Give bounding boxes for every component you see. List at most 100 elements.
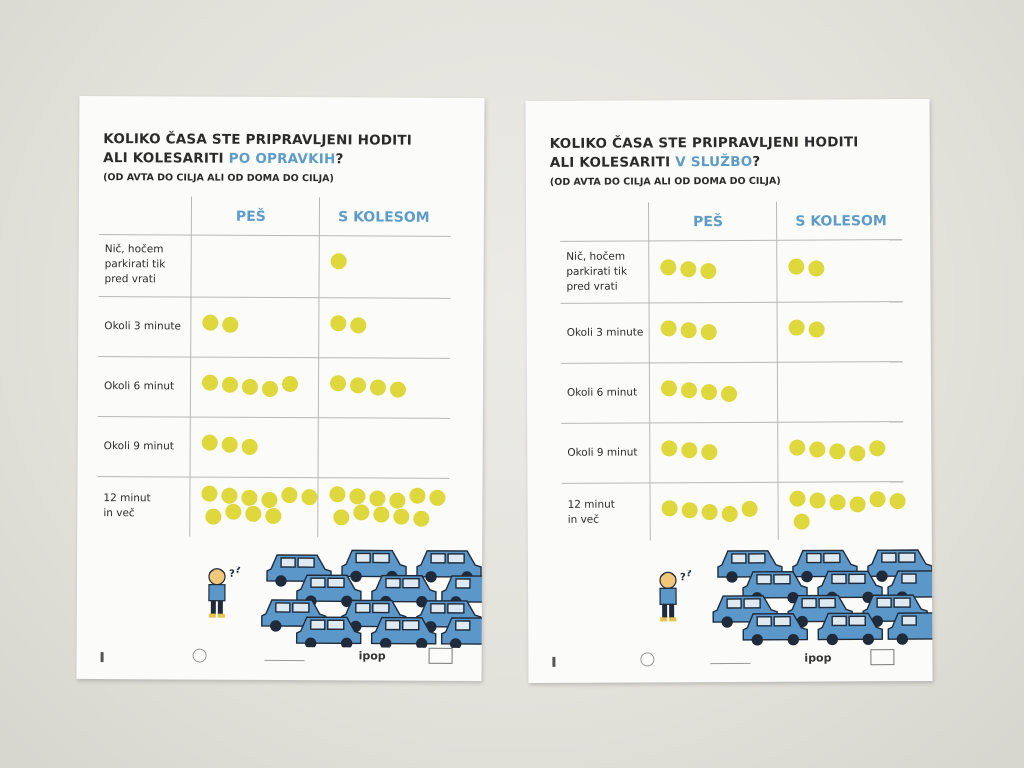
vote-dot: [829, 494, 846, 511]
vote-dot: [261, 491, 278, 508]
vote-dot: [809, 441, 826, 458]
ministry-logo: [552, 656, 593, 667]
vote-dot: [221, 487, 238, 504]
grid-line-h: [561, 481, 904, 484]
vote-dot: [281, 487, 298, 504]
col-walk-header: PEŠ: [235, 208, 266, 225]
vote-dot: [222, 316, 239, 333]
vote-dot: [660, 380, 678, 397]
vote-dot: [281, 376, 299, 393]
row-label-line: Okoli 6 minut: [103, 379, 175, 392]
vote-dot: [265, 507, 282, 525]
grid-line-h: [560, 301, 903, 304]
vote-dot: [788, 258, 805, 275]
vote-dot: [661, 440, 678, 457]
vote-dot: [353, 504, 370, 521]
row-label-line: Okoli 9 minut: [567, 445, 638, 459]
vote-dot: [741, 500, 758, 517]
municipality-logo: [192, 648, 207, 663]
vote-dot: [221, 436, 238, 453]
vote-dot: [849, 445, 866, 462]
vote-dot: [720, 385, 738, 403]
row-label: 12 minut in več: [568, 498, 615, 528]
poster-left: KOLIKO ČASA STE PRIPRAVLJENI HODITI ALI …: [76, 95, 485, 682]
vote-dot: [701, 444, 718, 461]
kralur-logo: [264, 650, 305, 662]
row-label-line: Okoli 3 minute: [104, 319, 181, 332]
vote-dot: [429, 489, 446, 506]
vote-dot: [369, 379, 387, 396]
row-label: Nič, hočem parkirati tik pred vrati: [566, 249, 627, 294]
vote-dot: [700, 384, 718, 401]
row-label-line: 12 minut: [103, 492, 151, 505]
row-label: Okoli 6 minut: [104, 379, 174, 394]
grid-line-v: [317, 197, 321, 538]
grid-line-v: [776, 201, 779, 540]
row-label: 12 minut in več: [103, 491, 150, 521]
vote-dot: [681, 442, 698, 459]
vote-dot: [869, 491, 886, 508]
vote-dot: [245, 505, 262, 522]
vote-dot: [241, 378, 259, 395]
vote-dot: [700, 263, 717, 280]
row-label-line: 12 minut: [567, 498, 615, 511]
vote-dot: [889, 493, 906, 510]
row-label-line: parkirati tik: [104, 257, 166, 270]
municipality-logo: [640, 652, 655, 667]
col-bike-header: S KOLESOM: [795, 213, 887, 230]
vote-dot: [869, 440, 886, 457]
vote-dot: [301, 489, 318, 506]
vote-dot: [829, 443, 846, 460]
vote-dot: [409, 487, 426, 504]
vote-dot: [373, 506, 390, 523]
row-label: Okoli 6 minut: [567, 385, 637, 400]
vote-dot: [393, 508, 410, 525]
vote-dot: [661, 500, 678, 517]
poster-right: KOLIKO ČASA STE PRIPRAVLJENI HODITI ALI …: [525, 98, 933, 684]
vote-dot: [680, 382, 698, 399]
vote-dot: [808, 321, 825, 338]
vote-dot: [849, 496, 866, 513]
ministry-logo: [100, 652, 141, 663]
cars-illustration: [712, 549, 933, 646]
vote-dot: [329, 375, 347, 392]
vote-dot: [789, 490, 806, 507]
row-label: Nič, hočem parkirati tik pred vrati: [105, 242, 166, 287]
project-logo: [870, 649, 895, 666]
vote-dot: [330, 253, 347, 270]
grid-line-v: [189, 196, 193, 537]
vote-dot: [660, 259, 677, 276]
row-label-line: Okoli 3 minute: [566, 325, 644, 339]
row-label-line: pred vrati: [104, 272, 156, 285]
row-label-line: Nič, hočem: [566, 250, 626, 263]
grid-line-h: [97, 476, 450, 479]
vote-dot: [205, 508, 222, 525]
vote-dot: [701, 504, 718, 521]
kid-illustration: ? ?: [659, 570, 692, 622]
vote-dot: [202, 314, 219, 331]
vote-dot: [808, 260, 825, 277]
grid-line-h: [98, 356, 451, 359]
row-label-line: Nič, hočem: [104, 242, 164, 255]
grid-line-v: [648, 202, 651, 541]
ipop-logo: ipop: [358, 649, 386, 663]
sponsor-logos: ipop: [77, 644, 482, 676]
vote-dot: [680, 322, 697, 339]
project-logo: [428, 647, 453, 664]
vote-dot: [349, 377, 367, 394]
row-label: Okoli 3 minute: [567, 325, 644, 340]
vote-dot: [789, 439, 806, 456]
grid-line-h: [561, 421, 904, 424]
vote-dot: [333, 509, 350, 526]
vote-dot: [241, 438, 258, 455]
kid-question-mark: ?: [680, 572, 686, 583]
row-label-line: parkirati tik: [566, 265, 628, 278]
vote-dot: [413, 510, 430, 527]
grid-line-h: [560, 239, 903, 242]
vote-dot: [809, 492, 826, 509]
row-label-line: Okoli 9 minut: [103, 439, 174, 452]
grid-line-h: [560, 361, 903, 364]
vote-dot: [681, 502, 698, 519]
row-label: Okoli 9 minut: [104, 439, 174, 454]
vote-dot: [330, 315, 347, 332]
